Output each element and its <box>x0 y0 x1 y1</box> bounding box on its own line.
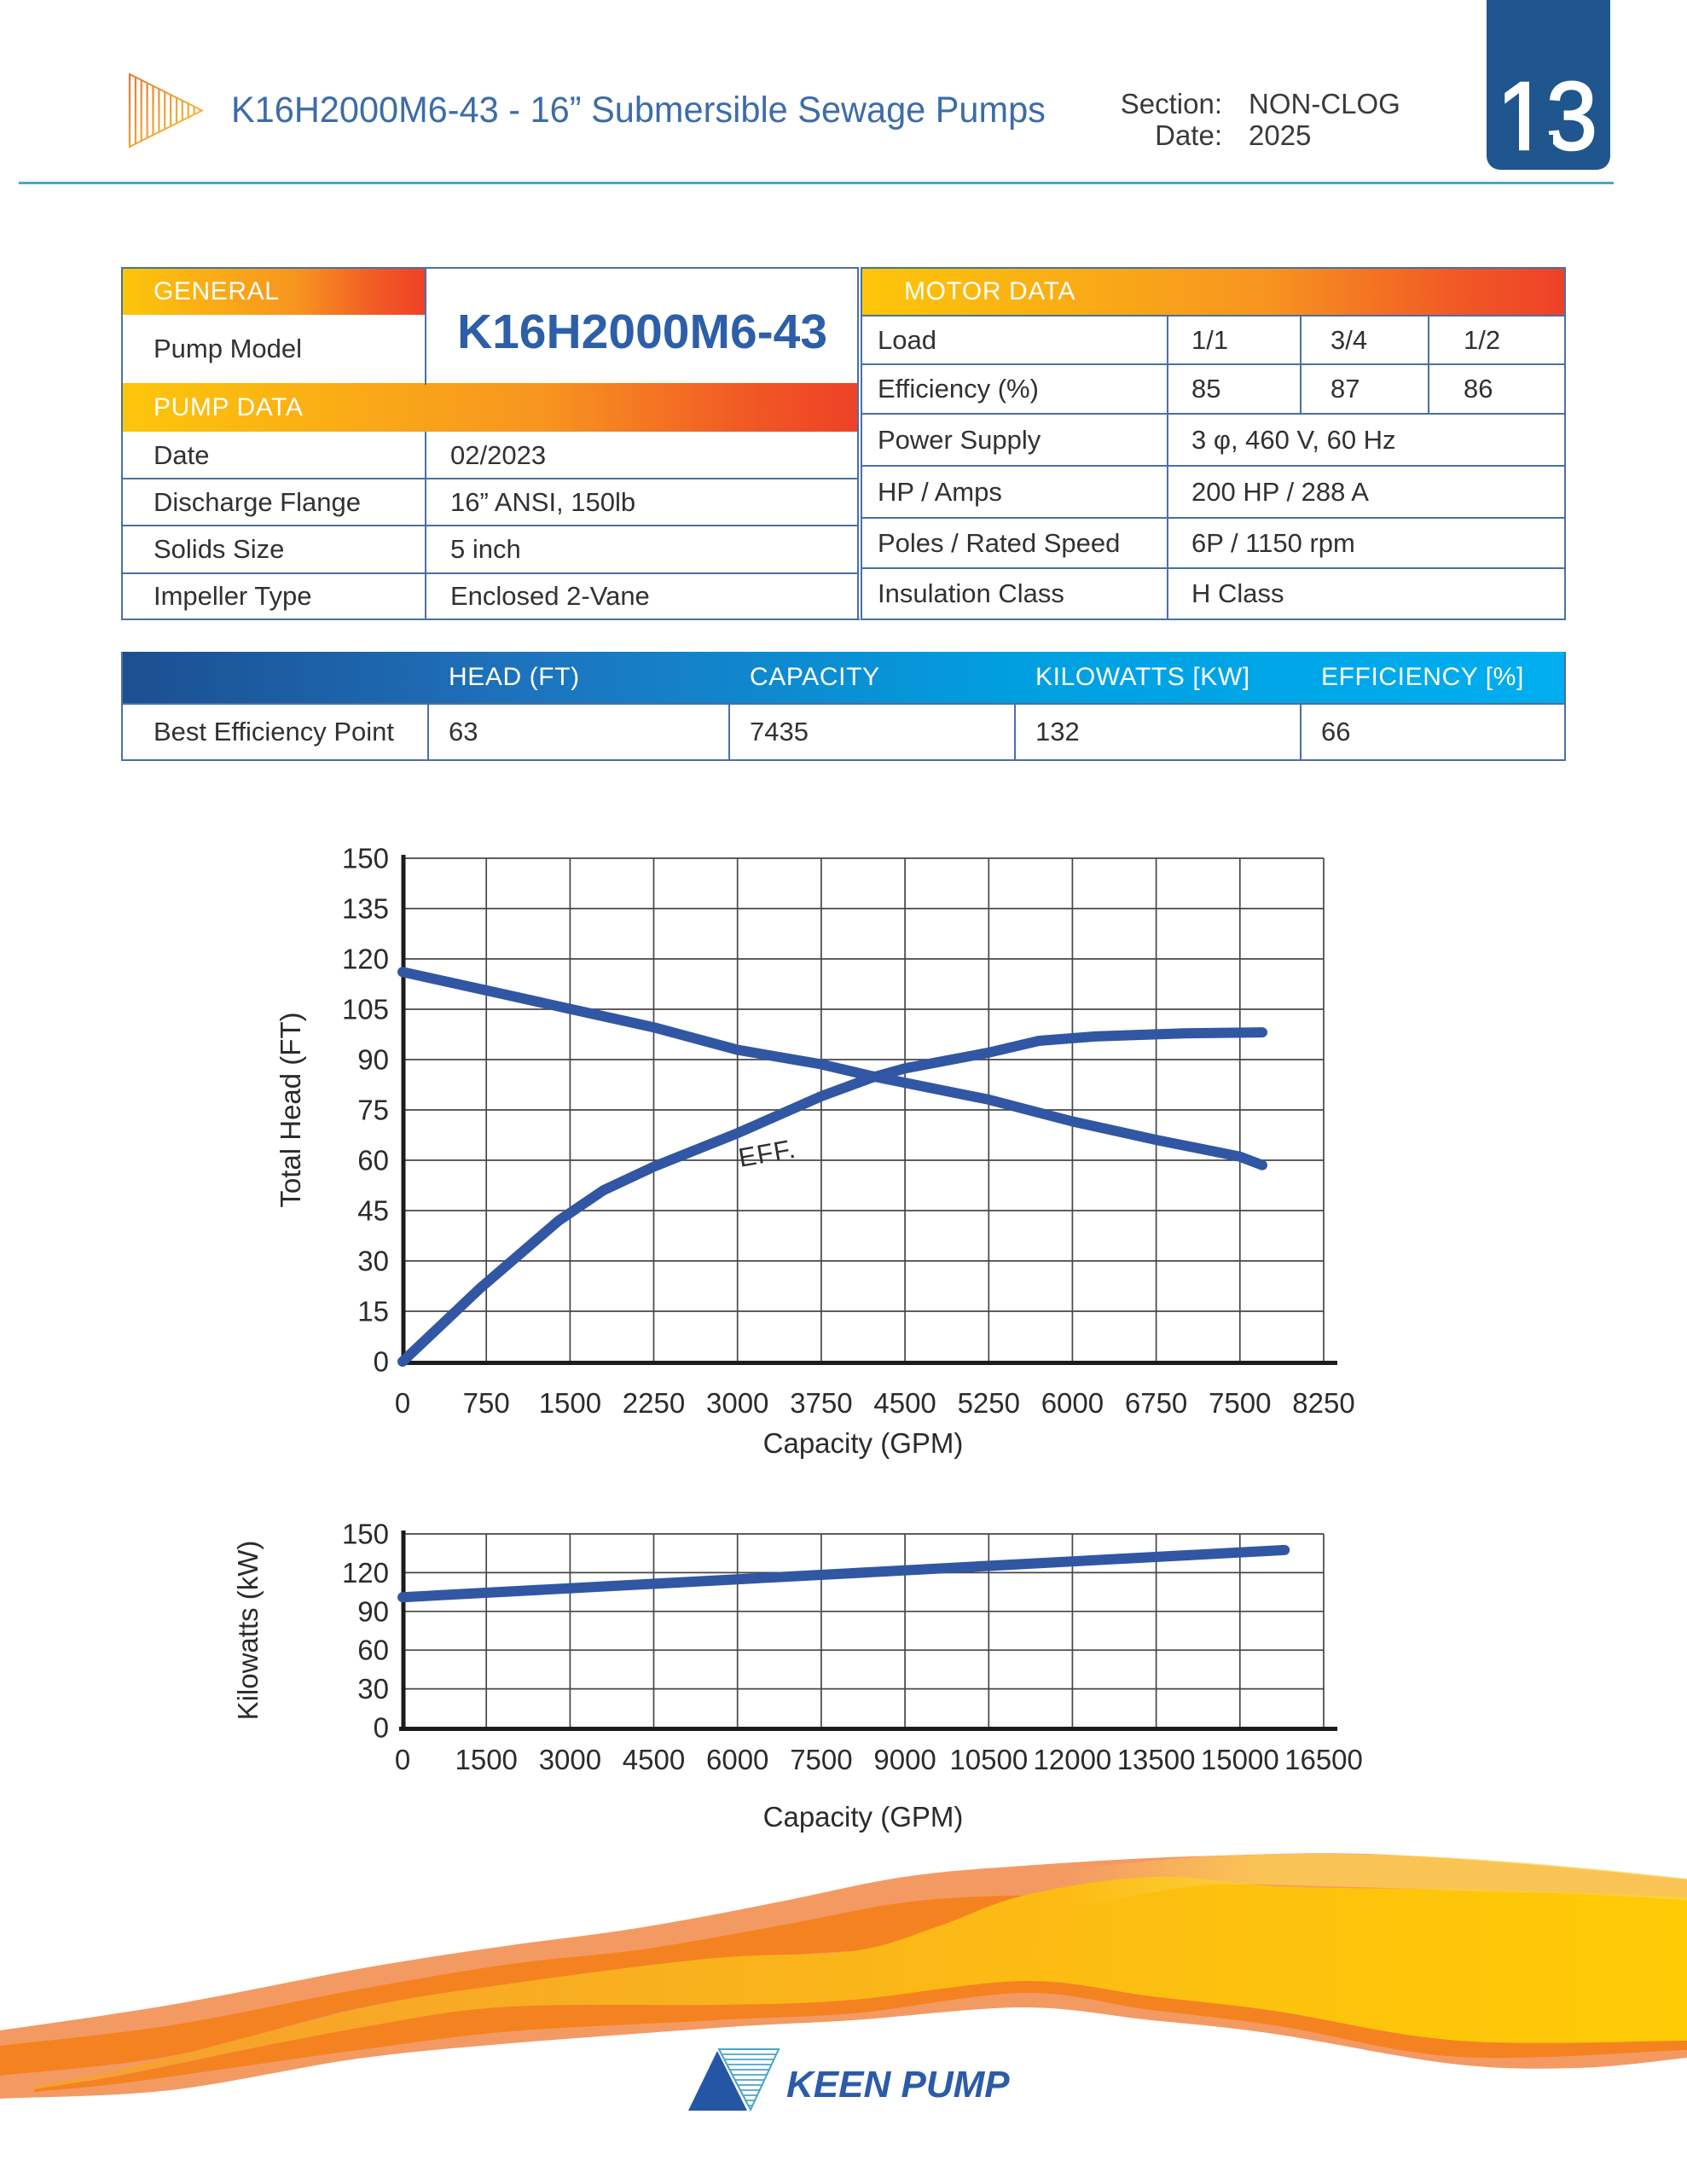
svg-text:120: 120 <box>342 1557 389 1589</box>
svg-text:8250: 8250 <box>1292 1387 1354 1419</box>
svg-text:60: 60 <box>357 1635 389 1666</box>
svg-text:135: 135 <box>342 893 389 925</box>
svg-text:4500: 4500 <box>873 1387 936 1419</box>
svg-text:2250: 2250 <box>623 1387 685 1419</box>
svg-text:60: 60 <box>357 1145 389 1176</box>
svg-text:0: 0 <box>374 1712 389 1744</box>
svg-text:Kilowatts (kW): Kilowatts (kW) <box>232 1541 264 1721</box>
svg-text:90: 90 <box>357 1044 389 1076</box>
svg-text:16500: 16500 <box>1284 1744 1363 1775</box>
svg-text:7500: 7500 <box>790 1744 852 1775</box>
svg-text:3000: 3000 <box>539 1744 601 1775</box>
svg-text:90: 90 <box>357 1595 389 1627</box>
svg-text:150: 150 <box>342 1519 389 1550</box>
svg-text:120: 120 <box>342 944 389 975</box>
svg-text:0: 0 <box>374 1346 389 1378</box>
svg-text:6750: 6750 <box>1125 1387 1187 1419</box>
svg-text:EFF.: EFF. <box>736 1134 798 1173</box>
svg-text:30: 30 <box>357 1673 389 1705</box>
svg-text:75: 75 <box>357 1095 389 1126</box>
svg-text:750: 750 <box>463 1387 510 1419</box>
svg-text:15: 15 <box>357 1296 389 1327</box>
svg-text:15000: 15000 <box>1201 1744 1279 1775</box>
svg-text:3000: 3000 <box>706 1387 768 1419</box>
svg-text:Capacity (GPM): Capacity (GPM) <box>763 1801 964 1833</box>
svg-text:150: 150 <box>342 843 389 874</box>
svg-text:12000: 12000 <box>1034 1744 1112 1775</box>
svg-text:6000: 6000 <box>1041 1387 1104 1419</box>
svg-text:10500: 10500 <box>949 1744 1028 1775</box>
svg-text:KEEN PUMP: KEEN PUMP <box>786 2064 1010 2106</box>
svg-text:4500: 4500 <box>623 1744 685 1775</box>
svg-text:Capacity (GPM): Capacity (GPM) <box>763 1427 964 1459</box>
svg-text:1500: 1500 <box>539 1387 601 1419</box>
svg-text:9000: 9000 <box>873 1744 936 1775</box>
svg-text:5250: 5250 <box>958 1387 1020 1419</box>
svg-text:6000: 6000 <box>706 1744 768 1775</box>
svg-text:1500: 1500 <box>455 1744 517 1775</box>
svg-text:7500: 7500 <box>1209 1387 1271 1419</box>
svg-text:0: 0 <box>395 1744 410 1775</box>
svg-text:0: 0 <box>395 1387 410 1419</box>
svg-text:105: 105 <box>342 994 389 1025</box>
svg-text:13500: 13500 <box>1117 1744 1196 1775</box>
svg-text:45: 45 <box>357 1195 389 1227</box>
svg-text:Total Head (FT): Total Head (FT) <box>275 1012 306 1207</box>
svg-text:3750: 3750 <box>790 1387 852 1419</box>
svg-text:30: 30 <box>357 1246 389 1277</box>
